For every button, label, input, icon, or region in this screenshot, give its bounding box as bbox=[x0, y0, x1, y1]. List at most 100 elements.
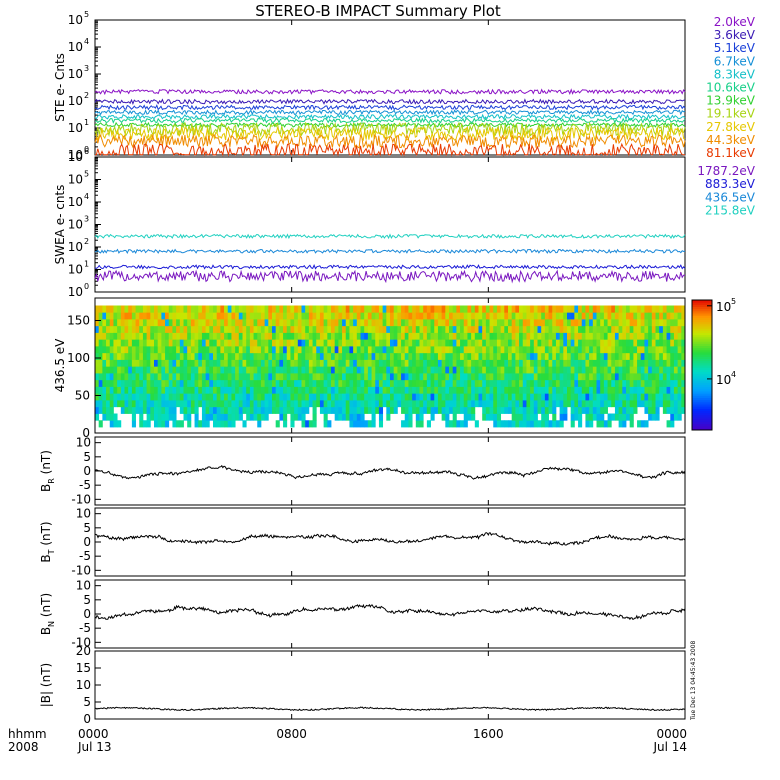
heatmap-cell bbox=[364, 359, 369, 367]
heatmap-cell bbox=[493, 400, 498, 408]
heatmap-cell bbox=[471, 346, 476, 354]
heatmap-cell bbox=[530, 413, 535, 421]
heatmap-cell bbox=[290, 400, 295, 408]
heatmap-cell bbox=[382, 379, 387, 387]
heatmap-cell bbox=[471, 406, 476, 414]
heatmap-cell bbox=[478, 386, 483, 394]
heatmap-cell bbox=[430, 393, 435, 401]
heatmap-cell bbox=[629, 386, 634, 394]
heatmap-cell bbox=[585, 319, 590, 327]
heatmap-cell bbox=[367, 319, 372, 327]
heatmap-cell bbox=[349, 393, 354, 401]
heatmap-cell bbox=[493, 346, 498, 354]
heatmap-cell bbox=[117, 312, 122, 320]
heatmap-cell bbox=[401, 406, 406, 414]
heatmap-cell bbox=[334, 386, 339, 394]
heatmap-cell bbox=[316, 305, 321, 313]
heatmap-cells bbox=[95, 305, 686, 428]
heatmap-cell bbox=[607, 386, 612, 394]
colorbar-cell bbox=[692, 421, 712, 424]
heatmap-cell bbox=[95, 332, 100, 340]
heatmap-cell bbox=[272, 339, 277, 347]
heatmap-cell bbox=[474, 332, 479, 340]
heatmap-cell bbox=[176, 379, 181, 387]
heatmap-cell bbox=[449, 373, 454, 381]
legend-label-215.8eV: 215.8eV bbox=[705, 203, 756, 217]
heatmap-cell bbox=[331, 359, 336, 367]
heatmap-cell bbox=[629, 406, 634, 414]
heatmap-cell bbox=[555, 305, 561, 313]
heatmap-cell bbox=[319, 332, 325, 340]
heatmap-cell bbox=[401, 352, 406, 360]
heatmap-cell bbox=[297, 379, 302, 387]
heatmap-cell bbox=[460, 386, 465, 394]
swea-series-883.3eV bbox=[94, 264, 686, 270]
heatmap-cell bbox=[213, 352, 218, 360]
heatmap-cell bbox=[578, 400, 583, 408]
heatmap-cell bbox=[563, 359, 568, 367]
heatmap-cell bbox=[213, 413, 218, 421]
heatmap-cell bbox=[445, 346, 450, 354]
heatmap-cell bbox=[478, 332, 483, 340]
heatmap-cell bbox=[611, 325, 616, 333]
heatmap-cell bbox=[533, 352, 538, 360]
heatmap-cell bbox=[198, 386, 203, 394]
heatmap-cell bbox=[349, 406, 354, 414]
colorbar-cell bbox=[692, 352, 712, 355]
heatmap-cell bbox=[120, 352, 125, 360]
heatmap-cell bbox=[279, 379, 284, 387]
heatmap-cell bbox=[146, 379, 151, 387]
heatmap-cell bbox=[242, 379, 247, 387]
heatmap-cell bbox=[673, 413, 679, 421]
heatmap-cell bbox=[235, 373, 240, 381]
heatmap-cell bbox=[574, 332, 579, 340]
heatmap-cell bbox=[471, 352, 476, 360]
heatmap-cell bbox=[441, 366, 446, 374]
heatmap-cell bbox=[607, 420, 612, 428]
heatmap-cell bbox=[493, 339, 498, 347]
heatmap-cell bbox=[305, 420, 310, 428]
heatmap-cell bbox=[626, 346, 631, 354]
heatmap-cell bbox=[286, 346, 291, 354]
heatmap-cell bbox=[659, 373, 664, 381]
heatmap-cell bbox=[489, 305, 494, 313]
heatmap-cell bbox=[364, 332, 369, 340]
heatmap-cell bbox=[552, 379, 557, 387]
heatmap-cell bbox=[168, 373, 173, 381]
heatmap-cell bbox=[98, 366, 103, 374]
heatmap-cell bbox=[179, 420, 184, 428]
heatmap-cell bbox=[286, 373, 291, 381]
colorbar-cell bbox=[692, 323, 712, 327]
heatmap-cell bbox=[113, 366, 118, 374]
heatmap-cell bbox=[201, 346, 207, 354]
heatmap-cell bbox=[131, 379, 136, 387]
heatmap-cell bbox=[157, 312, 162, 320]
heatmap-cell bbox=[614, 406, 620, 414]
heatmap-cell bbox=[603, 312, 608, 320]
heatmap-cell bbox=[150, 400, 155, 408]
heatmap-cell bbox=[360, 325, 365, 333]
heatmap-cell bbox=[213, 373, 218, 381]
heatmap-cell bbox=[242, 373, 247, 381]
heatmap-cell bbox=[356, 373, 361, 381]
heatmap-cell bbox=[404, 373, 409, 381]
heatmap-cell bbox=[382, 346, 387, 354]
heatmap-cell bbox=[128, 359, 133, 367]
heatmap-cell bbox=[235, 379, 240, 387]
heatmap-cell bbox=[98, 386, 103, 394]
heatmap-cell bbox=[146, 312, 151, 320]
heatmap-cell bbox=[559, 352, 564, 360]
heatmap-cell bbox=[246, 359, 251, 367]
heatmap-cell bbox=[235, 393, 240, 401]
colorbar-cell bbox=[692, 336, 712, 340]
heatmap-cell bbox=[249, 325, 254, 333]
heatmap-cell bbox=[220, 386, 225, 394]
heatmap-cell bbox=[434, 339, 439, 347]
heatmap-cell bbox=[567, 319, 572, 327]
heatmap-cell bbox=[260, 406, 266, 414]
heatmap-cell bbox=[452, 305, 457, 313]
heatmap-cell bbox=[253, 379, 258, 387]
colorbar-cell bbox=[692, 391, 712, 394]
heatmap-cell bbox=[644, 359, 649, 367]
heatmap-cell bbox=[552, 406, 557, 414]
